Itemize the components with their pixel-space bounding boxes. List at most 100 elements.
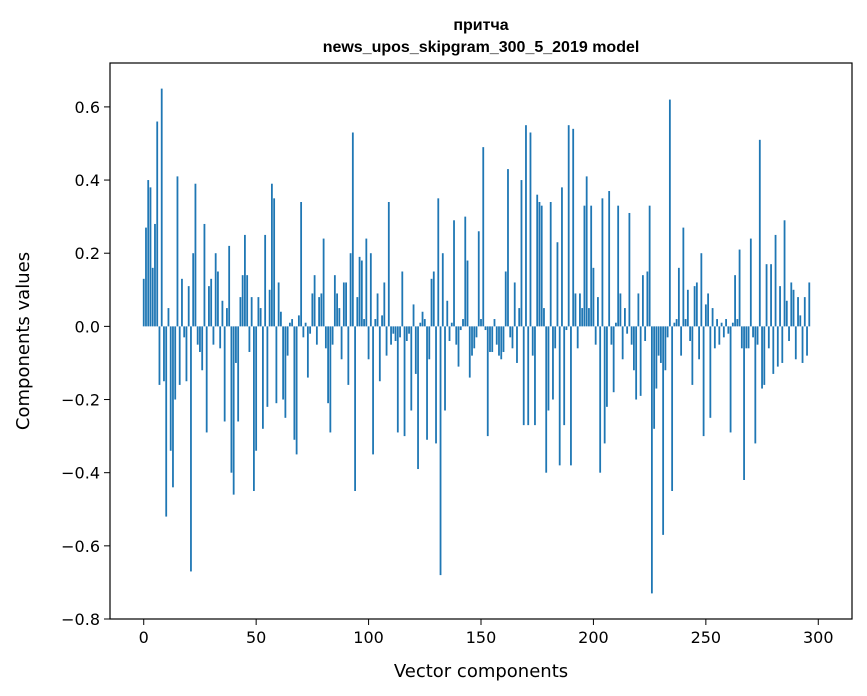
bar xyxy=(520,180,523,327)
bar xyxy=(275,326,278,404)
bar xyxy=(462,319,464,327)
bar xyxy=(336,293,338,327)
bar xyxy=(693,286,696,327)
bar xyxy=(466,260,469,327)
bar xyxy=(284,326,287,418)
bar xyxy=(437,198,440,327)
bar xyxy=(340,326,343,360)
bar xyxy=(729,326,732,433)
bar xyxy=(628,212,631,327)
bar xyxy=(208,286,210,327)
bar xyxy=(621,326,624,360)
bar xyxy=(680,326,683,356)
bar xyxy=(495,326,498,345)
bar xyxy=(468,326,471,378)
bar xyxy=(583,205,586,327)
bar xyxy=(677,267,680,327)
bar xyxy=(612,326,615,393)
bar xyxy=(172,326,174,488)
x-axis-ticks: 0 50 100 150 200 250 300 xyxy=(139,619,834,647)
bar xyxy=(241,275,244,327)
bar xyxy=(196,326,199,345)
bar xyxy=(576,326,579,349)
bar xyxy=(788,326,790,341)
bar xyxy=(270,183,273,327)
x-tick-label: 300 xyxy=(803,628,834,647)
bar xyxy=(480,319,482,327)
bar xyxy=(160,88,163,327)
bar xyxy=(563,326,566,426)
bar xyxy=(327,326,329,404)
bar xyxy=(408,326,410,334)
bar xyxy=(489,326,491,352)
bar xyxy=(525,125,527,327)
bar xyxy=(318,297,321,327)
bar xyxy=(518,308,521,327)
bar xyxy=(246,275,249,327)
y-tick-label: −0.4 xyxy=(61,464,100,483)
bar xyxy=(185,326,188,382)
bar xyxy=(158,326,161,385)
bar xyxy=(477,231,480,327)
bar xyxy=(592,267,595,327)
bar xyxy=(500,326,503,360)
bar xyxy=(401,271,404,327)
y-axis-label: Components values xyxy=(13,252,34,430)
bar xyxy=(522,326,525,426)
bar xyxy=(549,202,552,327)
bar xyxy=(799,315,802,327)
bar xyxy=(509,326,512,338)
bar xyxy=(428,326,431,360)
bar xyxy=(653,326,656,429)
bar xyxy=(351,132,354,327)
bar xyxy=(210,278,213,327)
bar xyxy=(552,326,554,400)
bar xyxy=(176,176,179,327)
bar xyxy=(264,234,267,327)
bar xyxy=(558,326,561,466)
bar xyxy=(545,326,548,473)
bar xyxy=(446,300,449,327)
bar xyxy=(803,297,806,327)
bar xyxy=(439,326,442,576)
bar xyxy=(338,308,341,327)
plot-frame xyxy=(109,62,853,620)
bar xyxy=(646,271,649,327)
bar xyxy=(475,326,478,338)
bar xyxy=(419,322,422,327)
bar xyxy=(698,326,700,360)
chart-subtitle: news_upos_skipgram_300_5_2019 model xyxy=(323,39,640,56)
bar xyxy=(432,271,435,327)
bar xyxy=(430,278,433,327)
bar xyxy=(417,326,419,470)
bar xyxy=(637,293,640,327)
bar xyxy=(268,289,271,327)
bar xyxy=(279,311,282,327)
x-tick-label: 200 xyxy=(578,628,609,647)
bar xyxy=(471,326,473,356)
bar xyxy=(345,282,347,327)
bar xyxy=(806,326,808,356)
bar xyxy=(221,300,224,327)
bar xyxy=(792,289,795,327)
bar xyxy=(668,99,671,327)
bar xyxy=(235,326,237,363)
bar xyxy=(547,326,550,411)
bar xyxy=(201,326,204,371)
bar xyxy=(450,322,453,327)
bar xyxy=(342,282,345,327)
bar xyxy=(354,326,356,491)
bar xyxy=(282,326,285,400)
bar xyxy=(615,322,617,327)
bar xyxy=(333,275,336,327)
bar xyxy=(311,293,314,327)
y-tick-label: 0.6 xyxy=(75,98,100,117)
bar xyxy=(484,326,487,331)
bar xyxy=(581,308,584,327)
bar xyxy=(567,125,570,327)
bar xyxy=(239,297,242,327)
x-tick-label: 150 xyxy=(466,628,497,647)
bar xyxy=(713,326,716,349)
bar xyxy=(181,278,183,327)
bar xyxy=(286,326,289,356)
